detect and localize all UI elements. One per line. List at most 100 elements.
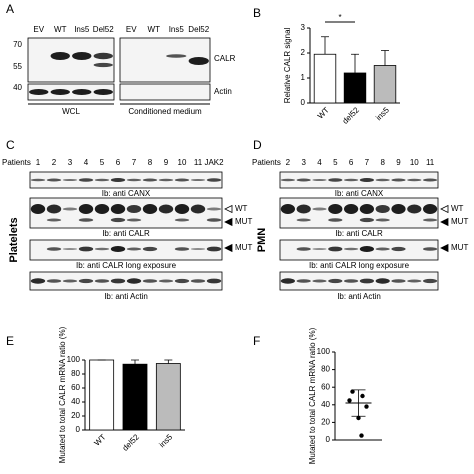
patients-label: Patients [252, 158, 281, 167]
lane-label: 11 [426, 158, 435, 167]
band [174, 178, 190, 182]
panel-label: A [6, 2, 14, 16]
band [375, 278, 390, 284]
blot [279, 171, 439, 189]
blot [27, 37, 115, 83]
band [30, 178, 46, 182]
band [174, 204, 190, 214]
band [30, 204, 46, 214]
band [94, 247, 110, 251]
mw-marker: 70 [13, 40, 22, 49]
point [347, 398, 352, 403]
y-tick-label: 0 [301, 98, 306, 107]
blot-caption: Ib: anti CANX [335, 189, 384, 198]
band [72, 52, 92, 60]
band [280, 204, 296, 214]
panel-label: B [253, 6, 261, 20]
group-label: Conditioned medium [128, 107, 202, 116]
band [142, 279, 158, 283]
lane-label: Del52 [93, 25, 114, 34]
blot [29, 271, 223, 291]
blot [27, 83, 115, 101]
x-tick-label: ins5 [374, 105, 391, 122]
band [206, 178, 222, 182]
bar [155, 363, 181, 431]
arrow-label: MUT [235, 243, 252, 252]
band [78, 218, 94, 222]
blot [29, 239, 223, 261]
band [343, 279, 359, 283]
band [142, 246, 158, 252]
band [422, 218, 438, 222]
band [142, 178, 158, 182]
band [359, 246, 375, 252]
lane-label: 3 [68, 158, 73, 167]
band [62, 248, 78, 250]
lane-label: EV [126, 25, 137, 34]
panel-label: C [6, 138, 15, 152]
blot [279, 271, 439, 291]
band [110, 178, 126, 182]
panel-label: E [6, 334, 14, 348]
lane-label: 10 [410, 158, 419, 167]
lane-label: Del52 [188, 25, 209, 34]
y-tick-label: 60 [71, 383, 80, 392]
band [126, 218, 142, 222]
band [190, 179, 206, 181]
lane-label: Ins5 [169, 25, 185, 34]
blot-caption: Ib: anti CALR long exposure [309, 261, 410, 270]
band [312, 248, 327, 250]
lane-label: 2 [52, 158, 57, 167]
lane-label: WT [148, 25, 161, 34]
y-axis-label: Mutated to total CALR mRNA ratio (%) [308, 327, 317, 464]
lane-label: 5 [333, 158, 338, 167]
lane-label: 6 [349, 158, 354, 167]
band [62, 179, 78, 181]
blot [119, 83, 211, 101]
band [78, 204, 94, 214]
band [375, 218, 390, 222]
mw-marker: 55 [13, 62, 22, 71]
band [206, 207, 222, 211]
band [78, 178, 94, 182]
band [206, 246, 222, 252]
x-tick-label: ins5 [157, 432, 174, 449]
error-bar [131, 359, 139, 365]
band [206, 278, 222, 284]
y-tick-label: 40 [321, 400, 330, 409]
lane-label: 6 [116, 158, 121, 167]
band [422, 178, 438, 182]
band [296, 204, 311, 214]
band [296, 218, 311, 222]
lane-label: 11 [194, 158, 203, 167]
band [190, 204, 206, 214]
band [174, 247, 190, 251]
band [93, 62, 113, 68]
band [174, 278, 190, 284]
lane-label: 9 [164, 158, 169, 167]
band [328, 278, 343, 284]
band [375, 178, 390, 182]
band [46, 178, 62, 182]
y-tick-label: 80 [71, 369, 80, 378]
y-tick-label: 80 [321, 365, 330, 374]
x-tick-label: del52 [341, 105, 362, 126]
band [407, 178, 422, 182]
lane-label: 4 [317, 158, 322, 167]
lane-label: 9 [396, 158, 401, 167]
band [312, 279, 327, 283]
lane-label: 2 [286, 158, 291, 167]
band [359, 204, 375, 214]
x-tick-label: del52 [121, 432, 142, 453]
band [296, 279, 311, 283]
arrow-label: WT [451, 204, 464, 213]
band [296, 247, 311, 251]
band [190, 279, 206, 283]
y-tick-label: 2 [301, 48, 306, 57]
band [407, 279, 422, 283]
band [93, 52, 113, 60]
arrow-label: MUT [235, 217, 252, 226]
arrow [224, 217, 233, 227]
band [110, 278, 126, 284]
